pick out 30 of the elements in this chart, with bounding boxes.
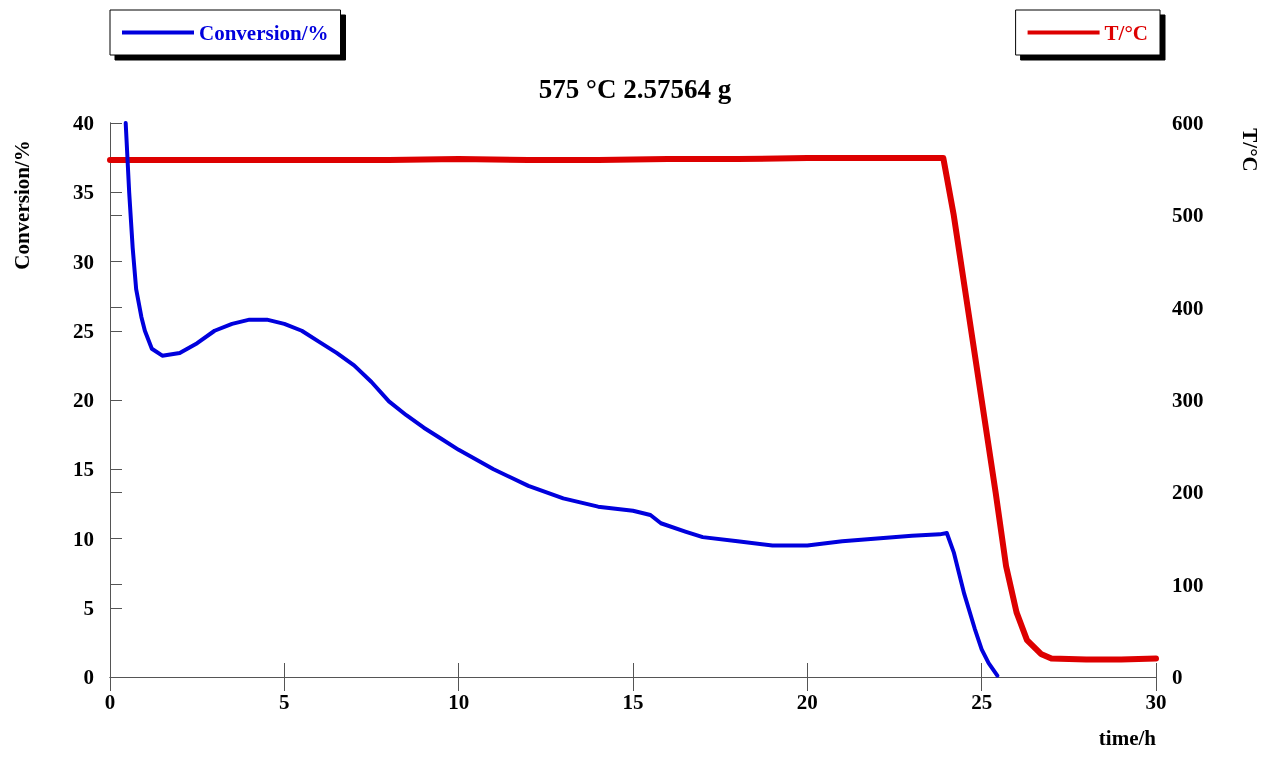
y2-tick-label: 600 (1172, 111, 1204, 135)
x-tick-label: 25 (971, 689, 993, 714)
y-tick-label: 25 (73, 318, 94, 343)
y-tick-label: 0 (83, 665, 94, 689)
line-series (123, 121, 1000, 678)
y2-tick-label: 0 (1172, 665, 1183, 689)
x-tick-label: 15 (622, 689, 644, 714)
y-tick-label: 40 (73, 111, 94, 135)
x-tick-label: 10 (448, 689, 470, 714)
legend-label: Conversion/% (199, 20, 329, 45)
y2-tick-label: 200 (1172, 480, 1204, 505)
x-tick-label: 20 (796, 689, 818, 714)
y-tick-label: 30 (73, 249, 94, 274)
y-axis-title: Conversion/% (10, 140, 34, 270)
x-axis-title: time/h (1098, 725, 1157, 750)
y-tick-label: 5 (83, 595, 94, 620)
y2-tick-label: 400 (1172, 295, 1204, 320)
y-tick-label: 10 (73, 526, 94, 551)
y-tick-label: 35 (73, 180, 94, 205)
y-tick-label: 20 (73, 388, 94, 412)
x-tick-label: 0 (104, 689, 116, 714)
y-tick-label: 15 (73, 457, 94, 482)
legend-label: T/°C (1104, 20, 1148, 45)
x-tick-label: 30 (1145, 689, 1167, 714)
chart-title: 575 °C 2.57564 g (538, 73, 732, 104)
y2-axis-title: T/°C (1238, 128, 1262, 172)
y2-tick-label: 500 (1172, 203, 1204, 228)
y2-tick-label: 100 (1172, 572, 1204, 597)
y2-tick-label: 300 (1172, 388, 1204, 412)
x-tick-label: 5 (279, 689, 290, 714)
